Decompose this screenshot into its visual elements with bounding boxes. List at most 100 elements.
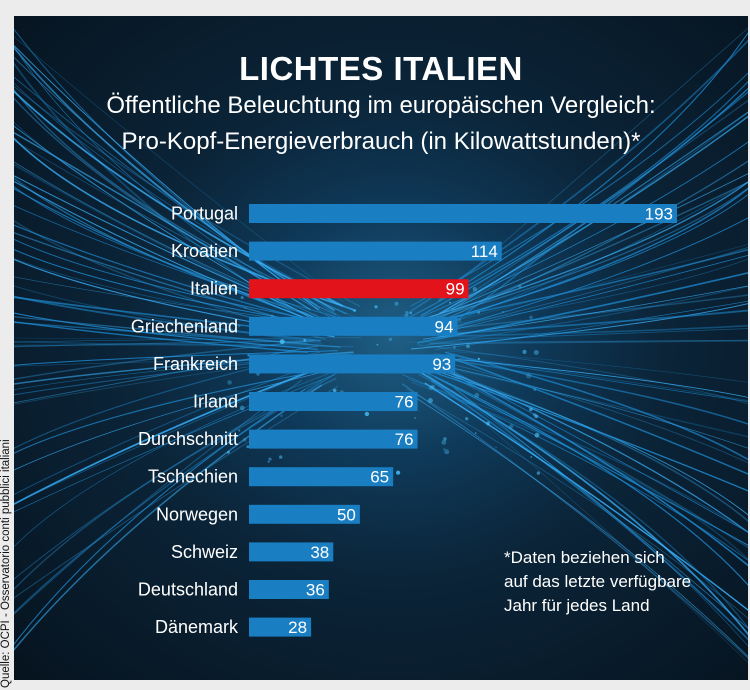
- light-particle: [332, 388, 337, 393]
- light-particle: [238, 429, 241, 432]
- light-particle: [526, 373, 532, 379]
- light-particle: [477, 357, 480, 360]
- light-ray: [446, 350, 748, 383]
- light-ray: [422, 285, 748, 340]
- light-particle: [228, 328, 234, 333]
- light-particle: [465, 417, 469, 421]
- light-particle: [353, 309, 356, 313]
- light-ray: [14, 180, 347, 336]
- light-ray: [432, 371, 748, 492]
- light-ray: [14, 357, 346, 506]
- light-particle: [376, 343, 379, 346]
- light-ray: [418, 373, 748, 629]
- bar-kroatien: [249, 241, 502, 261]
- footnote-line2: auf das letzte verfügbare: [504, 572, 692, 591]
- light-ray: [417, 272, 748, 344]
- light-ray: [429, 339, 748, 345]
- light-particle: [477, 311, 481, 314]
- light-particle: [536, 471, 541, 475]
- light-particle: [427, 398, 433, 403]
- value-label: 76: [395, 393, 414, 412]
- light-rays-background: [14, 27, 748, 663]
- value-label: 99: [446, 280, 465, 299]
- light-particle: [443, 437, 447, 441]
- light-particle: [227, 380, 232, 385]
- light-particle: [534, 414, 539, 419]
- light-ray: [14, 224, 330, 327]
- light-ray: [14, 384, 323, 651]
- light-particle: [364, 411, 370, 417]
- light-ray: [426, 173, 748, 320]
- value-label: 76: [395, 430, 414, 449]
- light-particle: [529, 315, 533, 320]
- light-particle: [240, 296, 244, 300]
- light-ray: [14, 45, 331, 318]
- value-label: 193: [645, 205, 673, 224]
- bar-griechenland: [249, 316, 458, 336]
- light-particle: [533, 350, 539, 355]
- light-ray: [453, 372, 748, 533]
- light-particle: [453, 346, 456, 349]
- bar-durchschnitt: [249, 429, 418, 449]
- light-particle: [414, 417, 416, 419]
- light-ray: [441, 365, 748, 438]
- light-ray: [444, 370, 748, 522]
- light-ray: [429, 309, 748, 337]
- light-ray: [452, 91, 748, 324]
- light-particle: [457, 318, 462, 323]
- light-particle: [222, 323, 225, 326]
- value-label: 36: [306, 581, 325, 600]
- light-particle: [279, 339, 285, 345]
- light-ray: [436, 324, 748, 338]
- light-ray: [424, 382, 748, 611]
- light-ray: [439, 357, 748, 398]
- bar-chart: Portugal 193 Kroatien 114 Italien 99 Griechenl…: [131, 204, 677, 637]
- bar-deutschland: [249, 580, 329, 599]
- light-ray: [420, 87, 748, 317]
- light-ray: [409, 72, 748, 307]
- light-ray: [430, 379, 748, 641]
- bar-tschechien: [249, 467, 394, 487]
- light-particle: [534, 432, 540, 438]
- value-label: 93: [432, 355, 451, 374]
- bar-norwegen: [249, 504, 360, 524]
- category-label: Tschechien: [148, 467, 238, 487]
- light-ray: [453, 358, 748, 475]
- light-ray: [442, 368, 748, 567]
- category-label: Kroatien: [171, 241, 238, 261]
- light-particle: [495, 446, 498, 449]
- bar-frankreich: [249, 354, 456, 374]
- light-particle: [388, 337, 393, 341]
- bar-irland: [249, 392, 418, 411]
- chart-subtitle-line1: Öffentliche Beleuchtung im europäischen …: [106, 92, 656, 119]
- bar-italien: [249, 279, 469, 299]
- light-ray: [426, 285, 748, 346]
- light-particle: [244, 306, 247, 309]
- light-ray: [14, 205, 348, 326]
- value-label: 28: [288, 618, 307, 637]
- light-ray: [14, 337, 361, 343]
- light-ray: [14, 341, 355, 348]
- light-ray: [457, 328, 748, 341]
- light-ray: [411, 303, 748, 350]
- chart-title: LICHTES ITALIEN: [239, 50, 523, 87]
- light-particle: [268, 457, 272, 461]
- category-label: Griechenland: [131, 316, 238, 336]
- light-particle: [409, 311, 413, 315]
- light-particle: [529, 407, 533, 412]
- light-particle: [405, 313, 409, 318]
- light-particle: [303, 339, 307, 342]
- light-ray: [14, 379, 302, 615]
- category-label: Schweiz: [171, 542, 238, 562]
- value-label: 114: [471, 242, 498, 261]
- light-particle: [270, 314, 274, 318]
- light-ray: [430, 355, 748, 425]
- light-ray: [407, 187, 748, 332]
- light-particle: [472, 287, 477, 292]
- source-credit: Quelle: OCPI - Osservatorio conti pubbli…: [0, 439, 12, 688]
- light-ray: [14, 90, 344, 307]
- light-ray: [14, 385, 339, 599]
- category-label: Portugal: [171, 204, 238, 224]
- light-particle: [441, 440, 447, 445]
